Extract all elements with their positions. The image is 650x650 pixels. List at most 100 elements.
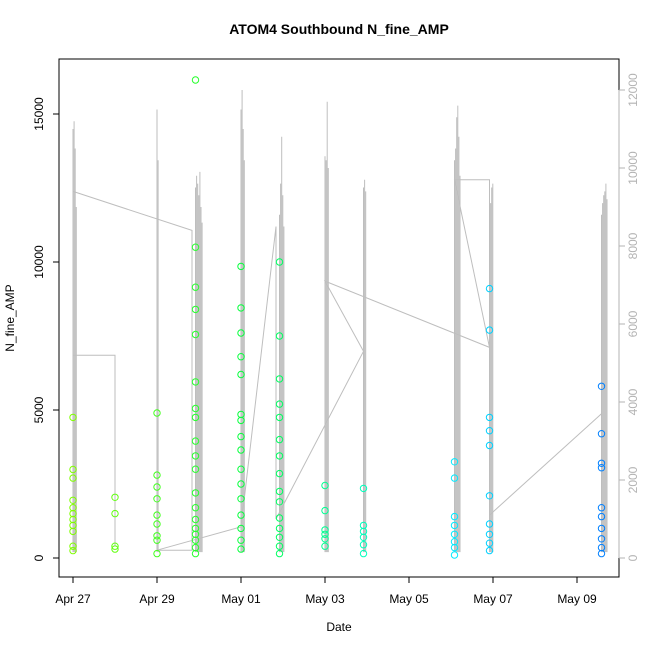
data-point	[450, 543, 459, 552]
data-point	[450, 458, 459, 466]
spike-burst-4	[279, 136, 285, 553]
data-point	[237, 353, 245, 361]
data-point	[191, 465, 200, 473]
data-point	[359, 549, 368, 558]
data-point	[450, 551, 459, 559]
y2-tick-label: 10000	[626, 151, 640, 185]
data-point	[485, 284, 494, 293]
data-point	[237, 465, 245, 473]
x-axis: Apr 27 Apr 29 May 01 May 03 May 05 May 07 May …	[55, 576, 597, 606]
plot-frame	[58, 58, 620, 578]
data-point	[275, 435, 284, 444]
data-point	[191, 515, 200, 524]
data-point	[111, 509, 119, 518]
y2-tick-label: 12000	[626, 73, 640, 107]
data-point	[275, 524, 284, 533]
data-point	[153, 495, 161, 503]
data-point	[321, 542, 329, 550]
data-point	[485, 441, 494, 450]
data-point	[275, 498, 284, 506]
data-point	[191, 243, 200, 251]
data-point	[275, 549, 284, 558]
spike-burst-1	[156, 109, 159, 553]
data-point	[69, 474, 77, 482]
data-point	[237, 495, 245, 503]
data-point	[359, 484, 368, 493]
data-point	[597, 459, 606, 467]
y2-tick-label: 8000	[626, 232, 640, 259]
data-point	[321, 506, 329, 515]
spike-burst-7	[454, 105, 461, 553]
data-point	[485, 539, 494, 547]
data-point	[359, 527, 368, 536]
data-point	[275, 375, 284, 383]
y-tick-label: 10000	[32, 245, 46, 279]
y-tick-label: 15000	[32, 97, 46, 131]
data-point	[237, 304, 245, 312]
data-point	[237, 262, 245, 271]
data-point	[153, 549, 161, 558]
x-tick-label: May 09	[557, 592, 597, 606]
data-point	[237, 545, 245, 553]
data-point	[153, 520, 161, 528]
data-point	[597, 524, 606, 533]
data-point	[69, 542, 77, 550]
data-point	[597, 430, 606, 438]
data-point	[153, 536, 161, 544]
data-point	[359, 533, 368, 541]
data-point	[191, 452, 200, 460]
data-point	[69, 527, 77, 536]
data-point	[191, 536, 200, 544]
data-point	[485, 530, 494, 538]
data-point	[237, 370, 245, 379]
y2-tick-label: 6000	[626, 310, 640, 337]
data-point	[237, 432, 245, 441]
data-point	[153, 409, 161, 417]
data-point	[191, 504, 200, 512]
data-point	[237, 480, 245, 488]
spike-burst-3	[240, 90, 245, 553]
data-point	[485, 546, 494, 555]
data-point	[275, 469, 284, 478]
data-point	[450, 530, 459, 538]
data-point	[485, 427, 494, 435]
data-point	[275, 332, 284, 340]
data-point	[69, 546, 77, 555]
data-point	[237, 511, 245, 519]
spike-burst-0	[72, 121, 77, 553]
data-point	[485, 520, 494, 528]
y-tick-label: 0	[32, 554, 46, 561]
connector-line-0	[73, 354, 116, 547]
data-point	[275, 542, 284, 550]
data-point	[111, 542, 119, 550]
data-point	[153, 471, 161, 479]
y2-tick-label: 2000	[626, 466, 640, 493]
grey-line-series	[72, 90, 608, 553]
y-axis-left: 0 5000 10000 15000	[32, 97, 60, 561]
data-point	[275, 258, 284, 266]
x-tick-label: Apr 27	[55, 592, 91, 606]
data-point	[321, 481, 329, 490]
connector-line-1	[72, 179, 602, 551]
data-point	[321, 535, 329, 543]
data-point	[450, 474, 459, 482]
data-point	[153, 532, 161, 540]
data-point	[191, 378, 200, 386]
data-point	[597, 549, 606, 558]
data-point	[450, 538, 459, 546]
y-tick-label: 5000	[32, 396, 46, 423]
data-point	[237, 329, 245, 337]
data-point	[111, 545, 119, 553]
data-point	[191, 404, 200, 413]
data-point	[153, 483, 161, 491]
data-point	[237, 524, 245, 533]
data-point	[69, 496, 77, 504]
x-tick-label: Apr 29	[139, 592, 175, 606]
data-point	[321, 530, 329, 538]
data-point	[275, 533, 284, 541]
data-point	[485, 413, 494, 422]
data-point	[153, 511, 161, 519]
y-axis-label: N_fine_AMP	[3, 284, 17, 351]
data-point	[111, 493, 119, 501]
